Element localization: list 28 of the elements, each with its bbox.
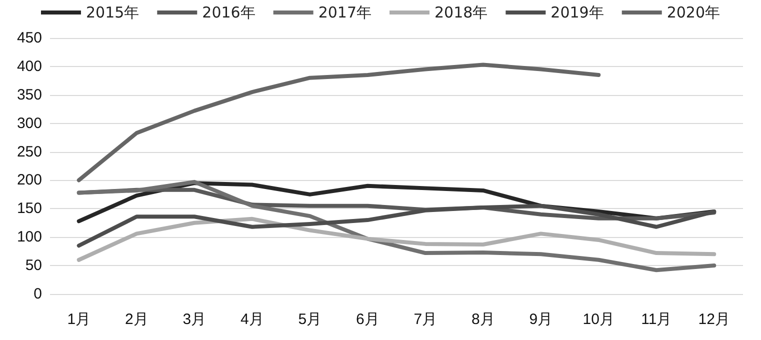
y-tick-label: 350 <box>16 86 42 104</box>
y-tick-label: 200 <box>16 172 42 189</box>
x-tick-label: 11月 <box>641 311 672 328</box>
y-tick-label: 0 <box>34 286 42 302</box>
x-tick-label: 2月 <box>124 311 148 328</box>
y-tick-label: 450 <box>16 30 42 46</box>
x-tick-label: 4月 <box>240 311 264 328</box>
legend-label: 2018年 <box>434 4 488 22</box>
legend-label: 2016年 <box>202 4 256 22</box>
x-tick-label: 6月 <box>356 311 380 328</box>
x-tick-label: 3月 <box>182 311 206 328</box>
x-tick-label: 8月 <box>471 311 495 328</box>
x-tick-label: 5月 <box>298 311 322 328</box>
legend-label: 2015年 <box>86 4 140 22</box>
x-tick-label: 10月 <box>582 311 614 328</box>
x-tick-label: 1月 <box>67 311 91 328</box>
y-tick-label: 400 <box>16 58 42 75</box>
x-tick-label: 7月 <box>414 311 438 328</box>
legend-label: 2019年 <box>550 4 604 22</box>
x-tick-label: 12月 <box>698 311 730 328</box>
y-tick-label: 300 <box>16 114 42 132</box>
y-tick-label: 250 <box>16 143 42 160</box>
legend-label: 2020年 <box>666 4 720 22</box>
y-tick-label: 150 <box>16 200 42 218</box>
y-tick-label: 50 <box>25 257 42 274</box>
legend-label: 2017年 <box>318 4 372 22</box>
x-tick-label: 9月 <box>529 311 553 328</box>
y-tick-label: 100 <box>16 228 42 246</box>
